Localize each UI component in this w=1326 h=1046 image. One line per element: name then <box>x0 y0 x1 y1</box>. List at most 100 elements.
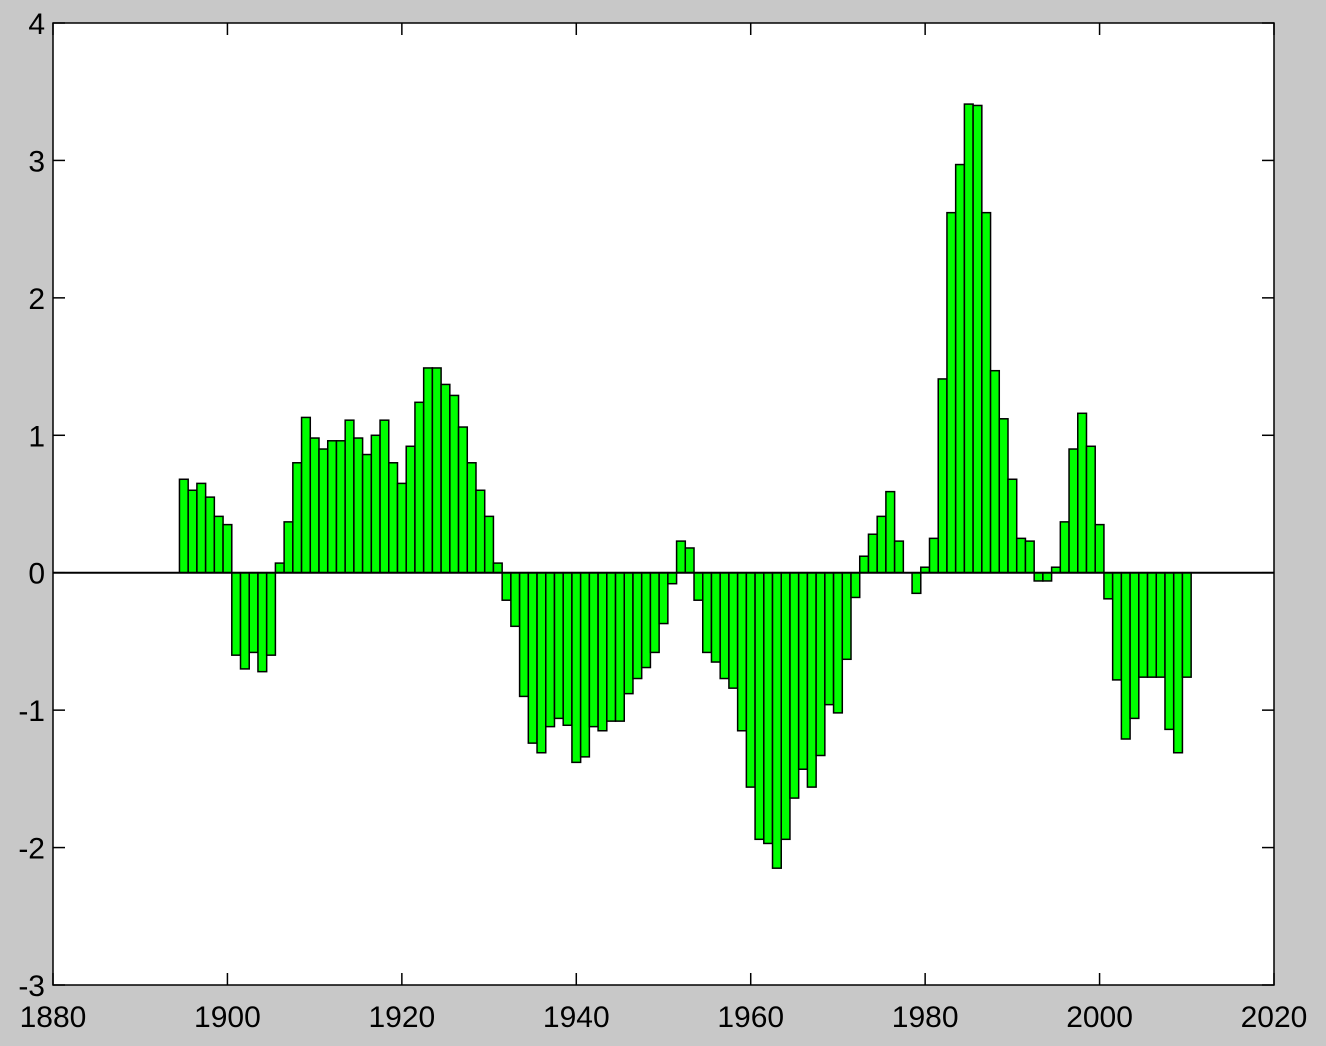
bar <box>431 367 442 574</box>
bar <box>318 448 329 574</box>
bar <box>998 418 1009 574</box>
bar <box>588 571 599 728</box>
bar <box>893 540 905 574</box>
bar <box>597 571 608 732</box>
bar <box>701 571 713 654</box>
bar <box>501 571 512 601</box>
bar <box>553 571 564 720</box>
bar <box>213 515 224 574</box>
bar <box>1015 537 1027 574</box>
bar <box>1155 571 1166 678</box>
bar <box>640 571 652 669</box>
y-tick-label: 2 <box>28 283 45 316</box>
bar <box>911 571 922 595</box>
bar <box>1024 540 1035 574</box>
bar <box>614 571 626 722</box>
bar <box>1094 523 1105 574</box>
bar <box>422 367 434 574</box>
bar <box>518 571 530 698</box>
bar <box>187 489 198 574</box>
bar <box>361 453 373 574</box>
bar <box>658 571 669 625</box>
bar <box>309 437 320 574</box>
bar <box>858 555 870 574</box>
bar <box>606 571 617 722</box>
bar <box>1138 571 1149 678</box>
bar <box>196 482 207 574</box>
bar <box>265 571 277 656</box>
bar <box>806 571 817 788</box>
y-tick-label: 4 <box>28 8 45 41</box>
bar <box>379 419 390 574</box>
bar <box>1111 571 1123 681</box>
bar <box>972 104 983 574</box>
bar <box>885 490 896 574</box>
bar <box>937 378 948 574</box>
bar <box>763 571 774 845</box>
bar <box>928 537 939 574</box>
bar <box>963 103 974 574</box>
bar <box>824 571 835 706</box>
bar <box>623 571 634 695</box>
bar <box>719 571 730 680</box>
bar <box>562 571 573 727</box>
bar <box>1181 571 1192 678</box>
bar <box>771 571 782 869</box>
bar <box>239 571 250 670</box>
bar <box>736 571 748 732</box>
bar <box>1068 448 1079 574</box>
bar <box>571 571 582 764</box>
bar <box>876 515 887 574</box>
bar <box>405 445 416 574</box>
bar <box>693 571 704 601</box>
bar <box>832 571 844 714</box>
bar <box>797 571 809 770</box>
bar <box>370 434 381 574</box>
bar <box>667 571 678 585</box>
y-tick-label: 1 <box>28 420 45 453</box>
x-tick-label: 1960 <box>717 1001 784 1034</box>
bar <box>274 562 285 574</box>
y-tick-label: -2 <box>18 833 45 866</box>
bar <box>440 383 451 574</box>
bar <box>178 478 189 574</box>
bar <box>1172 571 1184 754</box>
bar <box>710 571 721 663</box>
bar <box>1103 571 1114 600</box>
x-tick-label: 1940 <box>543 1001 610 1034</box>
bar <box>527 571 538 744</box>
y-tick-label: 0 <box>28 558 45 591</box>
bar <box>684 547 695 574</box>
bar <box>867 533 878 574</box>
bar <box>675 540 687 574</box>
bar <box>815 571 826 757</box>
bar <box>483 515 495 574</box>
bar <box>231 571 242 656</box>
bar <box>754 571 765 841</box>
bar <box>414 401 425 574</box>
bar <box>989 369 1001 574</box>
bar <box>449 394 460 574</box>
bar <box>457 426 469 574</box>
x-tick-label: 1920 <box>368 1001 435 1034</box>
bar <box>946 211 957 574</box>
bar <box>1033 571 1044 582</box>
bar <box>1129 571 1140 720</box>
x-tick-label: 1900 <box>194 1001 261 1034</box>
bar <box>1077 412 1088 574</box>
x-tick-label: 2000 <box>1066 1001 1133 1034</box>
bar <box>492 562 503 574</box>
bar <box>204 496 216 574</box>
bar <box>466 462 477 574</box>
bar <box>1085 445 1096 574</box>
bar <box>475 489 486 574</box>
bar <box>981 211 992 574</box>
bar <box>745 571 756 788</box>
bar <box>789 571 800 799</box>
bar <box>649 571 660 654</box>
bar <box>344 419 355 574</box>
bar <box>579 571 591 758</box>
bar <box>222 523 233 574</box>
x-tick-label: 1880 <box>20 1001 87 1034</box>
